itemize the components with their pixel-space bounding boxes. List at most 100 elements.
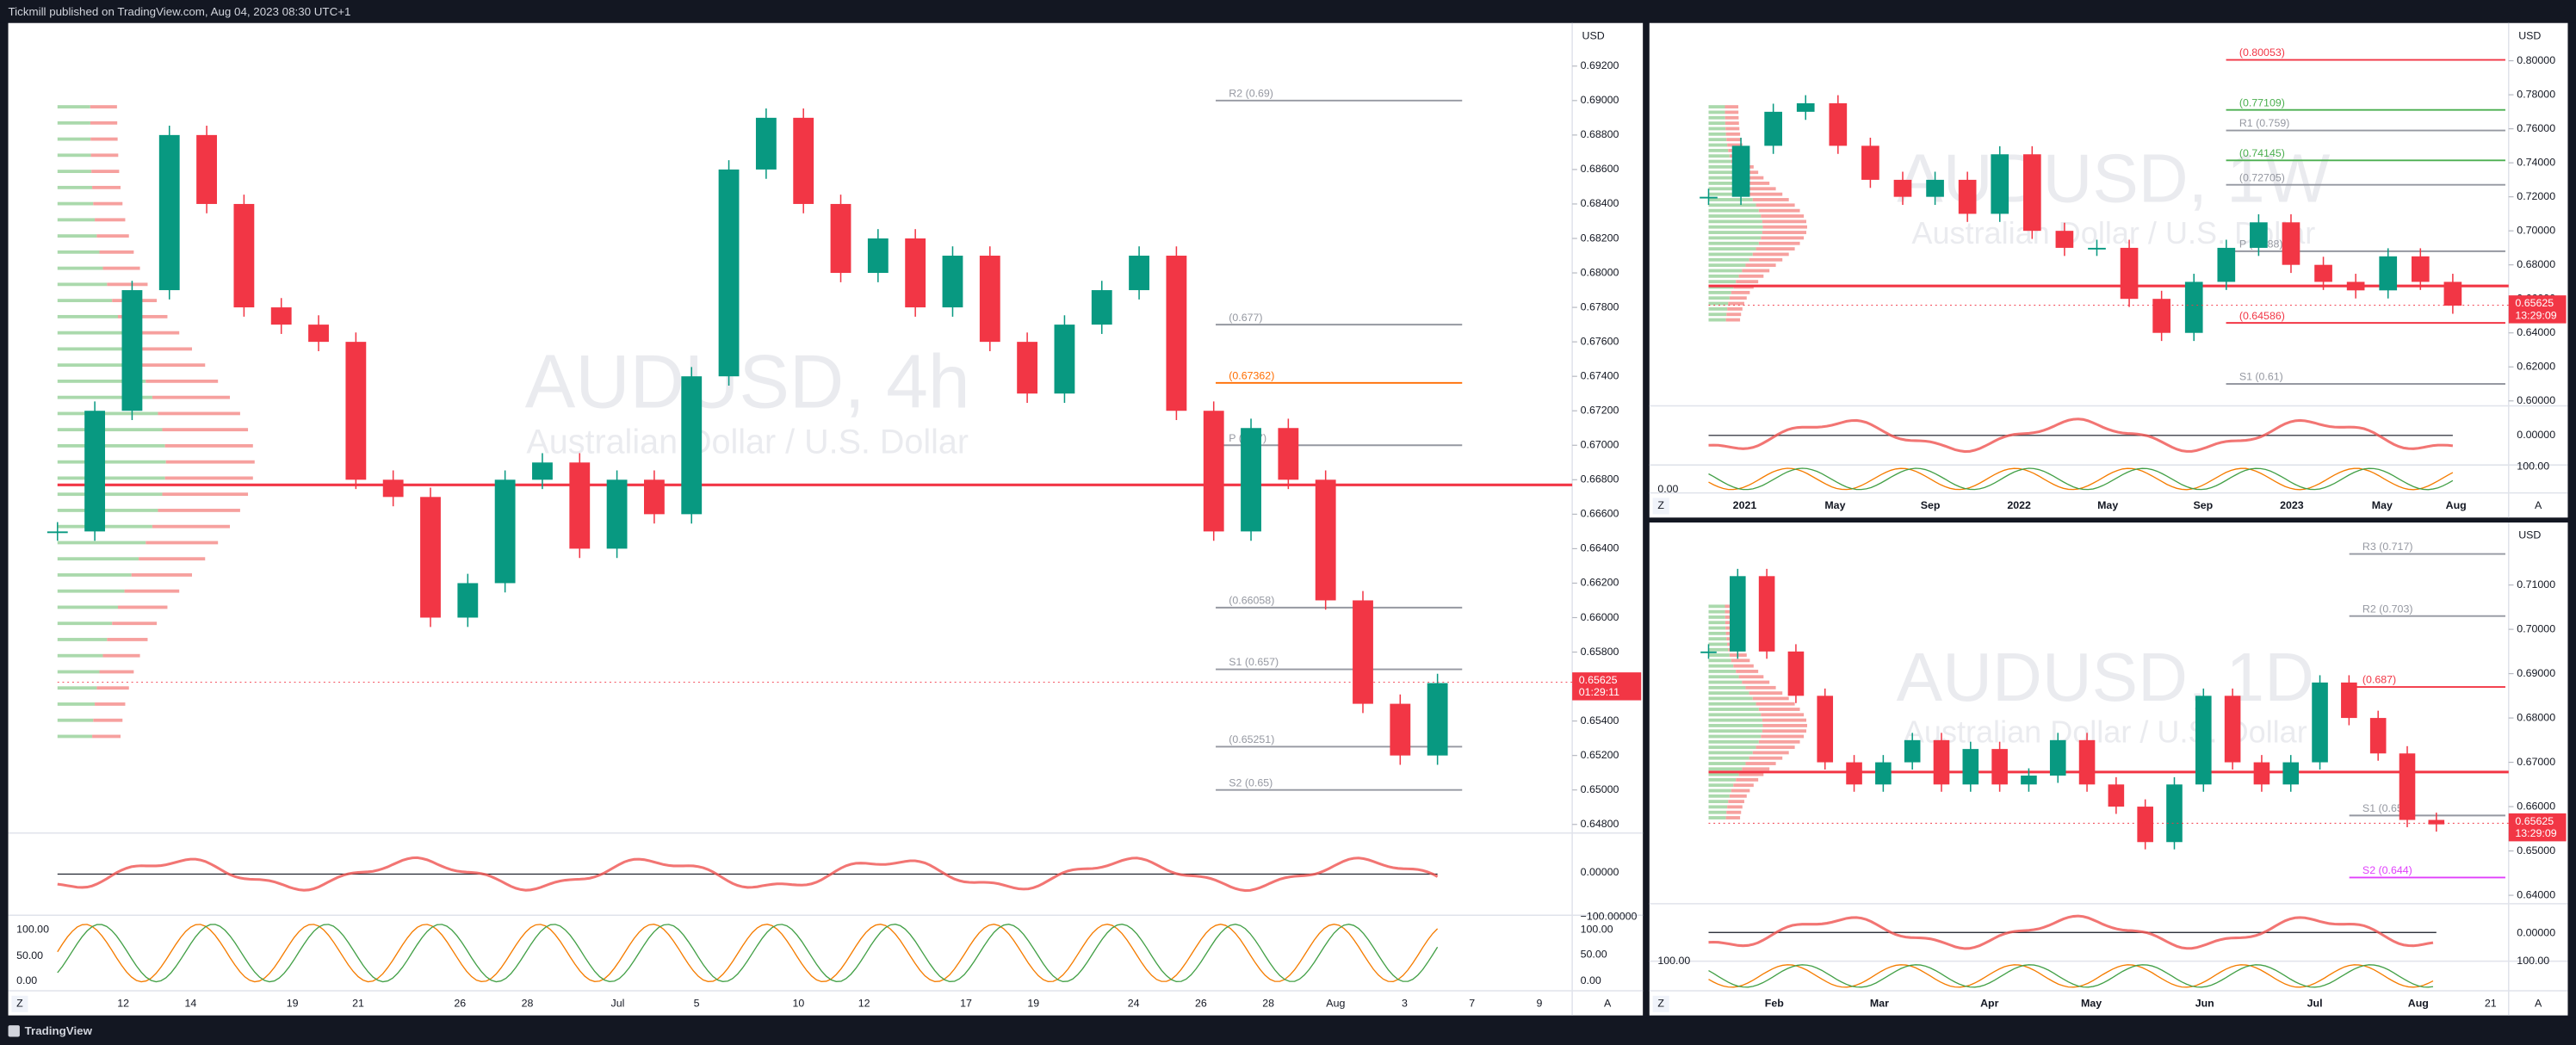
x-tick-label: 9 bbox=[1536, 998, 1542, 1010]
y-tick-label: 0.60000 bbox=[2517, 394, 2555, 406]
profile-bar bbox=[1708, 208, 1759, 213]
zoom-button[interactable]: Z bbox=[16, 998, 23, 1010]
pivot-level-label: (0.687) bbox=[2362, 674, 2396, 686]
watermark-title: AUDUSD, 4h bbox=[525, 339, 970, 424]
profile-bar bbox=[1708, 631, 1726, 635]
price-tag-timer: 13:29:09 bbox=[2515, 309, 2556, 321]
profile-bar bbox=[95, 702, 126, 706]
profile-bar bbox=[1708, 685, 1746, 689]
x-tick-label: 24 bbox=[1128, 998, 1140, 1010]
profile-bar bbox=[1708, 670, 1737, 673]
profile-bar bbox=[1708, 182, 1743, 185]
currency-label: USD bbox=[1582, 29, 1605, 41]
x-tick-label: 26 bbox=[454, 998, 466, 1010]
profile-bar bbox=[1708, 176, 1739, 180]
profile-bar bbox=[1708, 187, 1746, 191]
candle bbox=[46, 531, 68, 534]
profile-bar bbox=[1708, 626, 1726, 630]
profile-bar bbox=[124, 589, 180, 593]
profile-bar bbox=[1756, 203, 1795, 207]
x-tick-label: 19 bbox=[287, 998, 299, 1010]
watermark-subtitle: Australian Dollar / U.S. Dollar bbox=[1904, 714, 2307, 750]
candle bbox=[1017, 342, 1038, 394]
profile-bar bbox=[57, 185, 93, 189]
zoom-button[interactable]: Z bbox=[1657, 499, 1664, 511]
profile-bar bbox=[1708, 236, 1762, 240]
y-tick-label: 0.66800 bbox=[1581, 473, 1619, 485]
x-tick-label: Feb bbox=[1765, 998, 1784, 1010]
candle bbox=[1700, 196, 1718, 199]
profile-bar bbox=[1708, 148, 1729, 152]
profile-bar bbox=[57, 638, 108, 641]
profile-bar bbox=[139, 363, 206, 368]
zoom-button-bg bbox=[11, 995, 28, 1012]
profile-bar bbox=[93, 201, 123, 206]
y-tick-label: 0.68000 bbox=[2517, 258, 2555, 270]
candle bbox=[308, 325, 329, 343]
profile-bar bbox=[162, 492, 249, 497]
profile-bar bbox=[1733, 664, 1754, 668]
candle bbox=[1390, 703, 1411, 756]
profile-bar bbox=[1708, 734, 1762, 739]
profile-bar bbox=[1752, 696, 1789, 701]
price-tag-bg bbox=[2508, 295, 2567, 324]
profile-bar bbox=[57, 621, 113, 626]
y-tick-label: 0.68200 bbox=[1581, 232, 1619, 244]
profile-bar bbox=[146, 541, 219, 545]
candle bbox=[2443, 281, 2462, 306]
auto-button[interactable]: A bbox=[1604, 998, 1612, 1010]
x-tick-label: Jul bbox=[611, 998, 625, 1010]
candle bbox=[1758, 576, 1775, 652]
profile-bar bbox=[152, 524, 231, 529]
zoom-button[interactable]: Z bbox=[1657, 998, 1664, 1010]
y-tick-label: 0.72000 bbox=[2517, 190, 2555, 202]
auto-button[interactable]: A bbox=[2535, 998, 2542, 1010]
indicator-axis-label: 0.00000 bbox=[1581, 866, 1619, 878]
profile-bar bbox=[57, 509, 158, 512]
profile-bar bbox=[1708, 138, 1727, 142]
candle bbox=[2217, 247, 2236, 282]
profile-bar bbox=[1708, 664, 1734, 668]
y-tick-label: 0.62000 bbox=[2517, 361, 2555, 373]
candle bbox=[1091, 290, 1112, 325]
candle bbox=[606, 479, 628, 549]
profile-bar bbox=[158, 509, 240, 512]
y-tick-label: 0.76000 bbox=[2517, 122, 2555, 134]
profile-bar bbox=[1731, 788, 1750, 793]
auto-button[interactable]: A bbox=[2535, 499, 2542, 511]
candle bbox=[1315, 479, 1336, 601]
profile-bar bbox=[99, 670, 134, 674]
price-tag-bg bbox=[1572, 672, 1642, 701]
profile-bar bbox=[1742, 767, 1770, 771]
y-tick-label: 0.66600 bbox=[1581, 508, 1619, 520]
y-tick-label: 0.68800 bbox=[1581, 128, 1619, 140]
profile-bar bbox=[57, 266, 103, 270]
oscillator-line bbox=[1708, 914, 2434, 950]
x-tick-label: 28 bbox=[522, 998, 534, 1010]
y-tick-label: 0.71000 bbox=[2517, 578, 2555, 591]
profile-bar bbox=[1708, 198, 1753, 201]
profile-bar bbox=[1762, 231, 1806, 234]
profile-bar bbox=[131, 573, 193, 577]
bottom-bar-bg bbox=[0, 1017, 2576, 1045]
profile-bar bbox=[1738, 176, 1764, 180]
candle bbox=[1166, 256, 1187, 411]
profile-bar bbox=[1749, 257, 1783, 262]
candle bbox=[867, 238, 889, 274]
volume-profile bbox=[1708, 105, 1807, 322]
profile-bar bbox=[57, 331, 125, 335]
profile-bar bbox=[1708, 642, 1728, 646]
indicator-left-label: 0.00 bbox=[16, 974, 37, 986]
profile-bar bbox=[1708, 115, 1725, 120]
profile-bar bbox=[1708, 751, 1753, 755]
x-tick-label: 2023 bbox=[2280, 499, 2304, 511]
profile-bar bbox=[1708, 214, 1762, 218]
profile-bar bbox=[1708, 756, 1749, 760]
y-tick-label: 0.69000 bbox=[2517, 667, 2555, 679]
profile-bar bbox=[1745, 187, 1776, 191]
profile-bar bbox=[1708, 132, 1726, 136]
candle bbox=[830, 203, 851, 274]
oscillator-line bbox=[57, 856, 1439, 893]
indicator-left-label: 100.00 bbox=[16, 924, 49, 936]
